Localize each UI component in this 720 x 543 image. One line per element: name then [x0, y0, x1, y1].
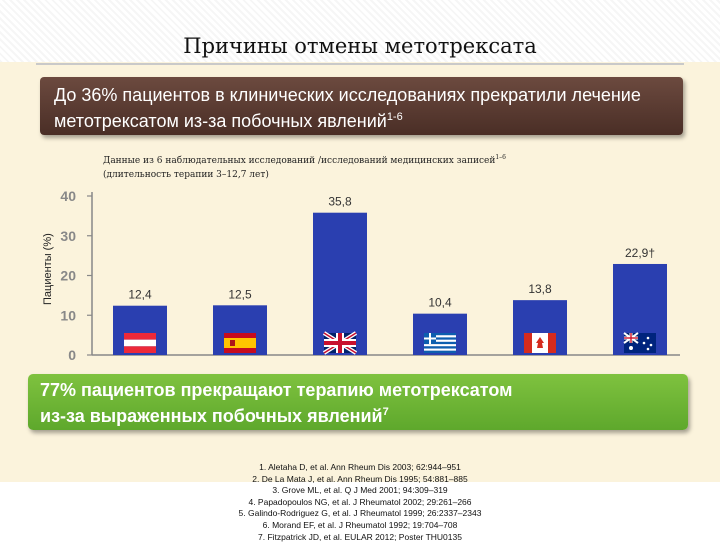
- data-label: 12,4: [128, 288, 152, 302]
- data-label: 35,8: [328, 195, 352, 209]
- data-label: 22,9†: [625, 246, 655, 260]
- uk-flag-icon: [322, 331, 358, 355]
- data-label: 10,4: [428, 296, 452, 310]
- bar: [313, 212, 367, 355]
- bottom-banner-line1: 77% пациентов прекращают терапию метотре…: [40, 380, 513, 400]
- greece-flag-icon: [424, 333, 456, 353]
- bottom-banner: 77% пациентов прекращают терапию метотре…: [28, 374, 688, 430]
- data-label: 13,8: [528, 282, 552, 296]
- y-axis-label: Пациенты (%): [42, 233, 54, 305]
- austria-flag-icon: [124, 333, 156, 353]
- top-banner-text: До 36% пациентов в клинических исследова…: [54, 85, 641, 131]
- chart-subtitle-line1: Данные из 6 наблюдательных исследований …: [103, 156, 496, 166]
- top-banner: До 36% пациентов в клинических исследова…: [40, 77, 683, 135]
- australia-flag-icon: [623, 332, 656, 353]
- reference-item: 2. De La Mata J, et al. Ann Rheum Dis 19…: [252, 473, 468, 484]
- reference-item: 3. Grove ML, et al. Q J Med 2001; 94:309…: [272, 485, 448, 496]
- reference-item: 5. Galindo-Rodriguez G, et al. J Rheumat…: [238, 508, 482, 519]
- reference-item: 6. Morand EF, et al. J Rheumatol 1992; 1…: [262, 519, 458, 530]
- y-tick-label: 0: [68, 347, 76, 363]
- y-tick-label: 20: [60, 268, 76, 284]
- y-tick-label: 10: [60, 307, 76, 323]
- bottom-banner-line2: из-за выраженных побочных явлений: [40, 406, 383, 426]
- chart-subtitle-sup: 1–6: [495, 154, 506, 161]
- top-banner-sup: 1-6: [386, 111, 403, 123]
- chart-subtitle: Данные из 6 наблюдательных исследований …: [103, 151, 643, 182]
- y-tick-label: 30: [60, 228, 76, 244]
- data-label: 12,5: [228, 287, 252, 301]
- spain-flag-icon: [224, 333, 256, 353]
- header-background: [0, 0, 720, 62]
- canada-flag-icon: [524, 333, 556, 353]
- bottom-banner-sup: 7: [382, 406, 389, 418]
- references-list: 1. Aletaha D, et al. Ann Rheum Dis 2003;…: [160, 462, 560, 543]
- y-tick-label: 40: [60, 188, 76, 204]
- reference-item: 4. Papadopoulos NG, et al. J Rheumatol 2…: [248, 496, 472, 507]
- page-title: Причины отмены метотрексата: [183, 34, 537, 58]
- chart-subtitle-line2: (длительность терапии 3–12,7 лет): [103, 170, 269, 180]
- reference-item: 7. Fitzpatrick JD, et al. EULAR 2012; Po…: [258, 531, 462, 542]
- title-divider: [36, 63, 684, 65]
- reference-item: 1. Aletaha D, et al. Ann Rheum Dis 2003;…: [259, 462, 461, 472]
